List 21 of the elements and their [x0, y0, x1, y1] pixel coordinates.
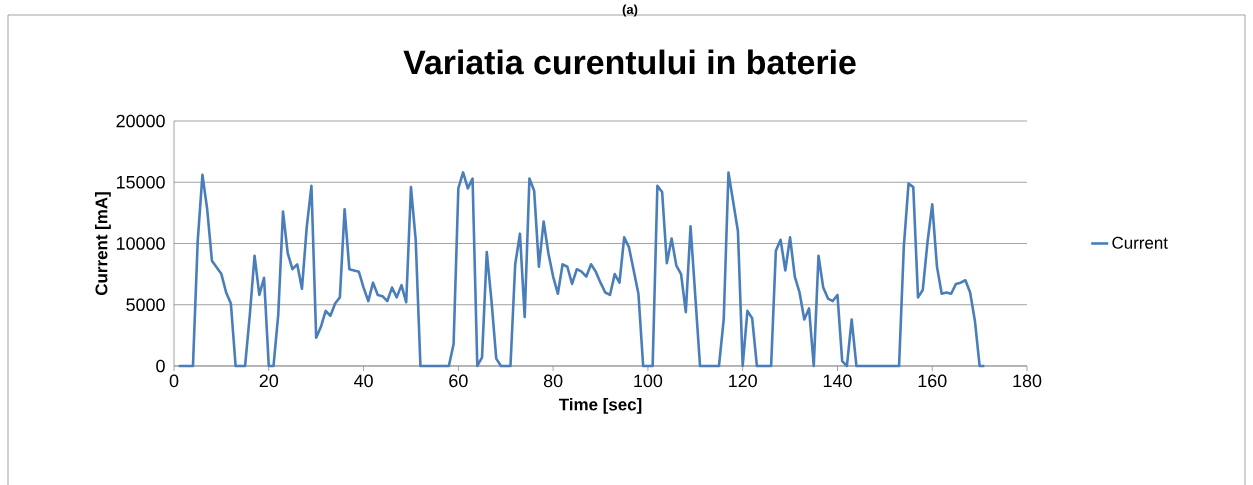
y-tick-label: 15000 — [116, 175, 165, 189]
y-axis-title: Current [mA] — [95, 192, 111, 296]
y-tick-label: 5000 — [126, 298, 165, 312]
y-tick-label: 0 — [156, 359, 165, 373]
x-tick-label: 120 — [729, 374, 757, 388]
x-tick-label: 60 — [449, 374, 468, 388]
x-tick-label: 140 — [823, 374, 852, 388]
chart-title: Variatia curentului in baterie — [403, 49, 856, 75]
x-tick-label: 40 — [354, 374, 373, 388]
line-series — [177, 171, 986, 368]
y-tick-label: 10000 — [116, 237, 165, 250]
text: (a) — [622, 4, 638, 17]
x-tick-label: 100 — [634, 374, 663, 388]
x-axis-title: Time [sec] — [558, 398, 642, 414]
legend-label: Current — [1112, 236, 1168, 249]
y-tick-label: 20000 — [116, 114, 165, 128]
x-tick-label: 0 — [169, 374, 179, 388]
x-tick-label: 20 — [259, 374, 279, 388]
x-tick-label: 180 — [1013, 374, 1042, 388]
x-tick-label: 80 — [543, 374, 563, 388]
x-tick-label: 160 — [918, 374, 947, 388]
